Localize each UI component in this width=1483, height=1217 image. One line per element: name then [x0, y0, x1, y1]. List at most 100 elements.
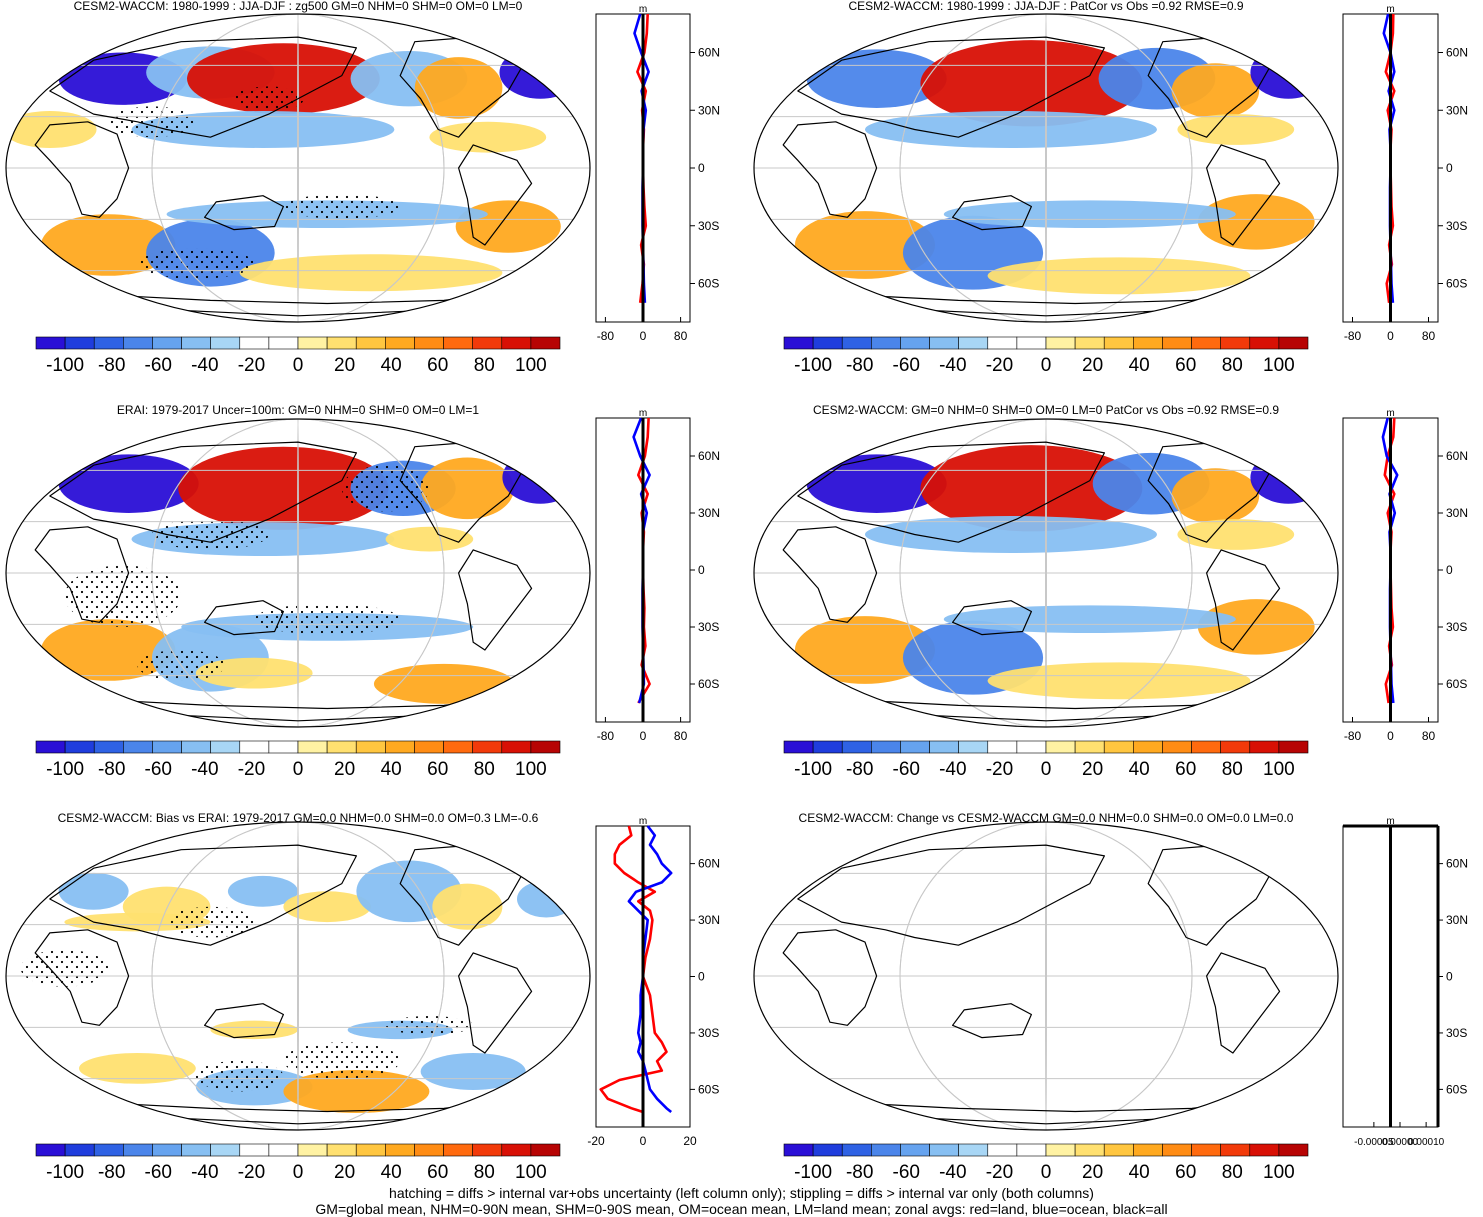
anomaly-region: [414, 57, 503, 119]
colorbar-swatch: [1278, 336, 1309, 350]
colorbar-swatch: [929, 336, 959, 350]
colorbar: -100 -80 -60 -40 -20 0 20 40 60 80 100: [35, 740, 561, 780]
value-tick-label: 80: [674, 329, 688, 343]
africa-outline: [782, 526, 878, 623]
panel-title: CESM2-WACCM: 1980-1999 : JJA-DJF : zg500…: [74, 0, 523, 13]
anomaly-region: [283, 1069, 430, 1114]
colorbar-swatch: [239, 1143, 270, 1157]
value-tick-label: -80: [1344, 729, 1362, 743]
colorbar-swatch: [297, 740, 328, 754]
value-tick-label: 0: [640, 1134, 647, 1148]
colorbar-swatch: [783, 1143, 814, 1157]
colorbar-label: -20: [238, 355, 265, 376]
zonal-plot: 60N 30N 0 30S 60S m -80 0 80: [1342, 4, 1468, 343]
colorbar-swatch: [958, 336, 989, 350]
australia-outline: [952, 600, 1032, 636]
lat-tick-label: 30N: [698, 506, 720, 520]
zonal-unit-label: m: [639, 816, 647, 827]
colorbar-swatch: [987, 1143, 1018, 1157]
colorbar-swatch: [958, 740, 989, 754]
anomaly-region: [1177, 114, 1295, 145]
colorbar-label: -20: [986, 759, 1013, 780]
colorbar-swatch: [871, 1143, 901, 1157]
colorbar-label: -60: [893, 355, 920, 376]
anomaly-region: [517, 880, 576, 918]
colorbar-swatch: [501, 336, 532, 350]
colorbar-swatch: [812, 336, 843, 350]
south-america-outline: [1206, 952, 1281, 1054]
colorbar-label: -80: [98, 1162, 125, 1183]
lat-tick-label: 60N: [698, 46, 720, 60]
colorbar-label: -40: [939, 1162, 966, 1183]
south-america-outline: [1206, 144, 1281, 246]
lat-tick-label: 0: [1446, 161, 1453, 175]
colorbar-swatch: [1045, 1143, 1076, 1157]
value-tick-label: 0: [640, 329, 647, 343]
colorbar-label: 80: [474, 759, 495, 780]
anomaly-region: [987, 257, 1251, 295]
anomaly-region: [131, 111, 395, 148]
map-border: [753, 418, 1339, 728]
colorbar-swatch: [1278, 1143, 1309, 1157]
zonal-unit-label: m: [1386, 816, 1394, 827]
map-field: [6, 14, 590, 322]
south-america-outline: [458, 144, 533, 246]
colorbar-label: 20: [1082, 1162, 1103, 1183]
colorbar-label: -40: [191, 1162, 218, 1183]
colorbar-label: 100: [515, 1162, 547, 1183]
colorbar-swatch: [123, 1143, 153, 1157]
colorbar-label: 80: [1222, 759, 1243, 780]
value-tick-label: 80: [1422, 729, 1436, 743]
stipple-region: [283, 194, 401, 219]
colorbar-label: -60: [893, 1162, 920, 1183]
value-tick-label: 80: [1422, 329, 1436, 343]
anomaly-region: [1250, 451, 1327, 504]
panel-title: ERAI: 1979-2017 Uncer=100m: GM=0 NHM=0 S…: [117, 403, 479, 417]
colorbar-swatch: [414, 740, 444, 754]
colorbar-swatch: [1016, 1143, 1047, 1157]
colorbar: -100 -80 -60 -40 -20 0 20 40 60 80 100: [783, 1143, 1309, 1183]
colorbar: -100 -80 -60 -40 -20 0 20 40 60 80 100: [35, 1143, 561, 1183]
lat-tick-label: 0: [698, 161, 705, 175]
value-tick-label: 20: [683, 1134, 697, 1148]
colorbar-label: -40: [191, 355, 218, 376]
value-tick-label: 0: [1387, 329, 1394, 343]
colorbar-swatch: [355, 740, 386, 754]
anomaly-region: [210, 1020, 298, 1040]
longitude-line: [899, 822, 1193, 1130]
lat-tick-label: 30S: [698, 620, 719, 634]
map-border: [5, 821, 591, 1131]
panel-title: CESM2-WACCM: 1980-1999 : JJA-DJF : PatCo…: [848, 0, 1243, 13]
colorbar-label: 20: [334, 1162, 355, 1183]
colorbar-label: 20: [334, 759, 355, 780]
anomaly-region: [987, 662, 1251, 700]
colorbar-label: -20: [238, 1162, 265, 1183]
colorbar-swatch: [783, 740, 814, 754]
zonal-unit-label: m: [639, 408, 647, 419]
colorbar-swatch: [210, 740, 241, 754]
colorbar-swatch: [841, 1143, 872, 1157]
colorbar-swatch: [900, 740, 930, 754]
colorbar-swatch: [35, 740, 66, 754]
colorbar-label: -60: [145, 355, 172, 376]
colorbar-label: 40: [1129, 759, 1150, 780]
colorbar-swatch: [929, 740, 959, 754]
colorbar-swatch: [1133, 336, 1163, 350]
australia-outline: [204, 1003, 284, 1039]
colorbar-swatch: [1162, 1143, 1192, 1157]
colorbar-label: 0: [1041, 759, 1052, 780]
colorbar-swatch: [472, 740, 503, 754]
colorbar-label: 0: [293, 355, 304, 376]
panel-1: CESM2-WACCM: 1980-1999 : JJA-DJF : zg500…: [5, 0, 720, 376]
colorbar-label: 100: [515, 355, 547, 376]
colorbar-label: 40: [381, 759, 402, 780]
south-america-outline: [458, 549, 533, 651]
colorbar-swatch: [1016, 740, 1047, 754]
stipple-region: [195, 1060, 284, 1092]
value-tick-label: -80: [597, 729, 615, 743]
zonal-series-land: [599, 825, 668, 1114]
colorbar-label: 100: [515, 759, 547, 780]
africa-outline: [782, 929, 878, 1026]
colorbar-label: 60: [1175, 355, 1196, 376]
map-border: [5, 418, 591, 728]
